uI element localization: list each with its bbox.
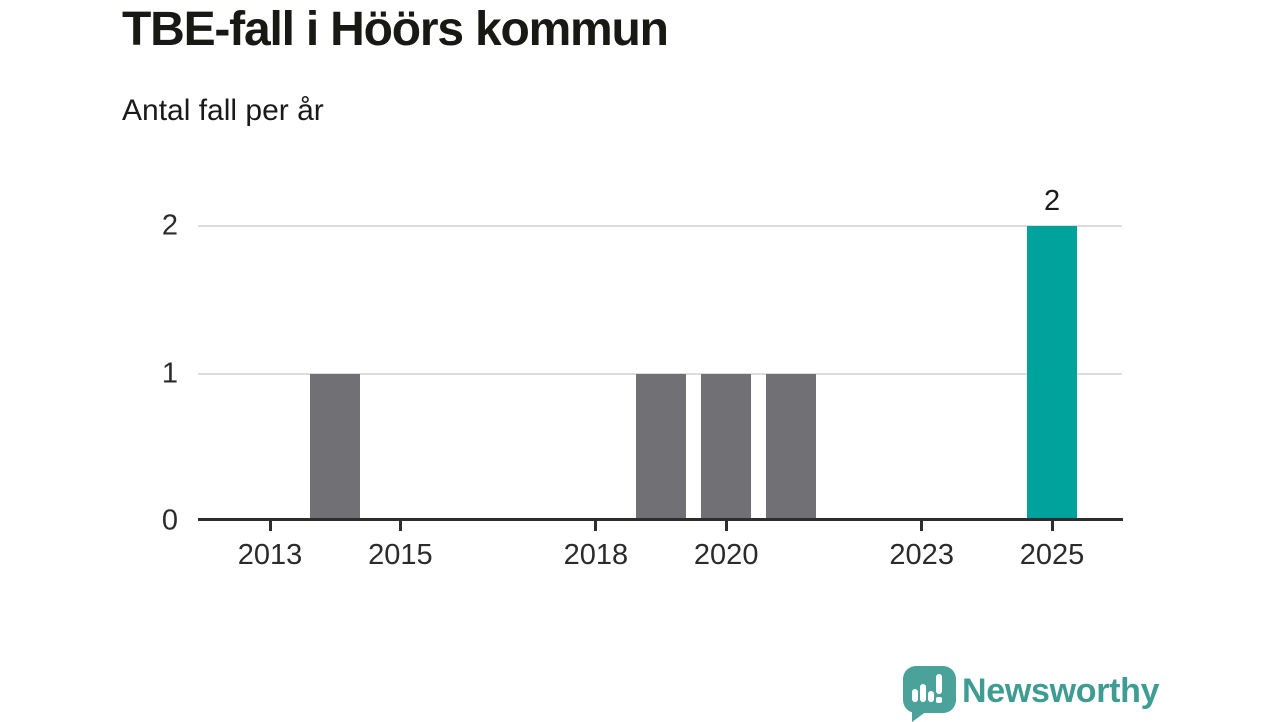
x-axis-tick-mark — [268, 521, 272, 531]
x-axis-tick-label: 2013 — [237, 539, 303, 571]
x-axis-tick-mark — [724, 521, 728, 531]
y-axis-tick-label: 0 — [161, 504, 178, 537]
y-axis-tick-label: 1 — [161, 357, 178, 389]
bar-2014 — [310, 373, 361, 521]
bar-value-label-2025: 2 — [1043, 185, 1061, 217]
bar-2019 — [636, 373, 687, 521]
x-axis-tick-label: 2020 — [693, 539, 759, 571]
bar-2025 — [1027, 226, 1078, 521]
x-axis-tick-mark — [594, 521, 598, 531]
gridline-y2 — [198, 225, 1122, 227]
x-axis-line — [198, 518, 1123, 521]
bar-2020 — [701, 373, 752, 521]
x-axis-tick-mark — [1050, 521, 1054, 531]
x-axis-tick-mark — [920, 521, 924, 531]
x-axis-tick-mark — [398, 521, 402, 531]
bar-2021 — [766, 373, 817, 521]
y-axis-tick-label: 2 — [161, 209, 178, 242]
x-axis-tick-label: 2023 — [889, 539, 954, 571]
x-axis-tick-label: 2018 — [563, 539, 629, 571]
x-axis-tick-label: 2025 — [1019, 539, 1085, 571]
chart-subtitle: Antal fall per år — [122, 94, 324, 127]
speech-bubble-tail — [912, 711, 927, 722]
brand-name: Newsworthy — [962, 672, 1160, 710]
bar-chart-speech-bubble-icon — [903, 666, 956, 713]
x-axis-tick-label: 2015 — [368, 539, 433, 571]
chart-title: TBE-fall i Höörs kommun — [122, 3, 669, 56]
